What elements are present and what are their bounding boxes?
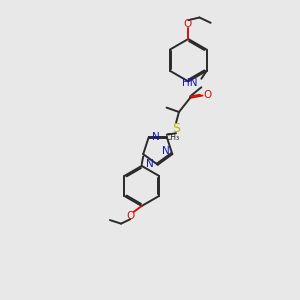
Text: S: S — [172, 122, 181, 135]
Text: N: N — [152, 132, 160, 142]
Text: O: O — [184, 19, 192, 29]
Text: O: O — [126, 211, 134, 221]
Text: CH₃: CH₃ — [166, 133, 180, 142]
Text: N: N — [146, 159, 153, 169]
Text: HN: HN — [182, 78, 198, 88]
Text: N: N — [162, 146, 170, 156]
Text: O: O — [203, 90, 212, 100]
